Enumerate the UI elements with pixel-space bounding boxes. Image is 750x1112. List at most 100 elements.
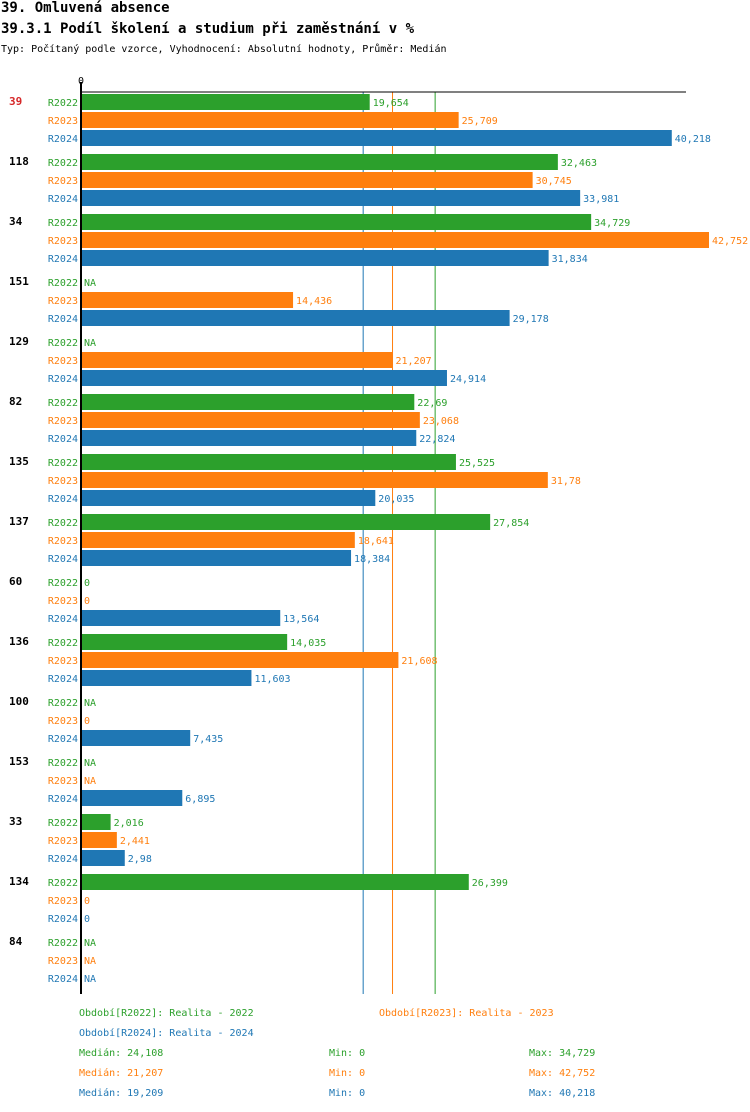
category-label: 129 <box>9 335 29 348</box>
series-label: R2023 <box>48 536 78 547</box>
series-label: R2023 <box>48 116 78 127</box>
series-label: R2022 <box>48 458 78 469</box>
data-label: NA <box>84 278 96 289</box>
data-label: 18,384 <box>354 554 390 565</box>
bar-R2024 <box>81 370 447 386</box>
series-label: R2024 <box>48 134 78 145</box>
bar-R2024 <box>81 130 672 146</box>
data-label: NA <box>84 938 96 949</box>
series-label: R2023 <box>48 656 78 667</box>
bar-R2024 <box>81 610 281 626</box>
data-label: 31,78 <box>551 476 581 487</box>
bar-R2022 <box>81 634 288 650</box>
category-label: 84 <box>9 935 23 948</box>
series-label: R2023 <box>48 596 78 607</box>
bar-R2022 <box>81 394 415 410</box>
section-title: 39. Omluvená absence <box>1 0 170 16</box>
data-label: 22,824 <box>419 434 455 445</box>
series-label: R2024 <box>48 794 78 805</box>
series-label: R2022 <box>48 818 78 829</box>
bar-R2023 <box>81 472 548 488</box>
data-label: 22,69 <box>417 398 447 409</box>
category-label: 33 <box>9 815 22 828</box>
stat-median: Medián: 21,207 <box>79 1068 164 1079</box>
category-label: 82 <box>9 395 22 408</box>
data-label: 0 <box>84 896 90 907</box>
data-label: 13,564 <box>283 614 319 625</box>
data-label: 25,709 <box>462 116 498 127</box>
series-label: R2022 <box>48 218 78 229</box>
legend-entry: Období[R2023]: Realita - 2023 <box>379 1008 554 1019</box>
category-label: 137 <box>9 515 29 528</box>
data-label: 40,218 <box>675 134 711 145</box>
bar-R2022 <box>81 214 592 230</box>
series-label: R2023 <box>48 416 78 427</box>
stat-min: Min: 0 <box>329 1068 366 1079</box>
legend-entry: Období[R2024]: Realita - 2024 <box>79 1028 254 1039</box>
bar-R2022 <box>81 814 111 830</box>
bar-R2024 <box>81 310 510 326</box>
data-label: 25,525 <box>459 458 495 469</box>
bar-R2024 <box>81 730 191 746</box>
data-label: 0 <box>84 914 90 925</box>
stat-max: Max: 42,752 <box>529 1068 596 1079</box>
bar-R2024 <box>81 670 252 686</box>
data-label: 30,745 <box>536 176 572 187</box>
bar-R2024 <box>81 250 549 266</box>
series-label: R2023 <box>48 776 78 787</box>
series-label: R2023 <box>48 716 78 727</box>
category-label: 118 <box>9 155 29 168</box>
data-label: 11,603 <box>254 674 290 685</box>
series-label: R2024 <box>48 194 78 205</box>
series-label: R2022 <box>48 338 78 349</box>
series-label: R2024 <box>48 674 78 685</box>
bar-R2022 <box>81 94 370 110</box>
category-label: 136 <box>9 635 29 648</box>
series-label: R2023 <box>48 896 78 907</box>
bar-R2022 <box>81 514 491 530</box>
category-label: 39 <box>9 95 22 108</box>
chart-title: 39.3.1 Podíl školení a studium při zaměs… <box>1 21 415 37</box>
series-label: R2023 <box>48 476 78 487</box>
data-label: 19,654 <box>373 98 409 109</box>
category-label: 135 <box>9 455 29 468</box>
series-label: R2024 <box>48 494 78 505</box>
series-label: R2022 <box>48 158 78 169</box>
series-label: R2022 <box>48 98 78 109</box>
data-label: 26,399 <box>472 878 508 889</box>
bar-R2024 <box>81 490 376 506</box>
series-label: R2024 <box>48 614 78 625</box>
data-label: 6,895 <box>185 794 215 805</box>
data-label: 2,98 <box>128 854 152 865</box>
series-label: R2022 <box>48 638 78 649</box>
bar-R2023 <box>81 352 393 368</box>
series-label: R2023 <box>48 356 78 367</box>
data-label: 23,068 <box>423 416 459 427</box>
data-label: 27,854 <box>493 518 529 529</box>
legend-entry: Období[R2022]: Realita - 2022 <box>79 1008 254 1019</box>
series-label: R2022 <box>48 878 78 889</box>
series-label: R2023 <box>48 176 78 187</box>
series-label: R2022 <box>48 578 78 589</box>
data-label: 21,608 <box>401 656 437 667</box>
series-label: R2022 <box>48 278 78 289</box>
bar-R2022 <box>81 454 456 470</box>
bar-R2024 <box>81 190 581 206</box>
category-label: 100 <box>9 695 29 708</box>
series-label: R2024 <box>48 254 78 265</box>
bar-R2024 <box>81 430 417 446</box>
stat-min: Min: 0 <box>329 1048 366 1059</box>
stat-min: Min: 0 <box>329 1088 366 1099</box>
series-label: R2024 <box>48 434 78 445</box>
series-label: R2022 <box>48 398 78 409</box>
data-label: NA <box>84 956 96 967</box>
stat-median: Medián: 19,209 <box>79 1088 164 1099</box>
data-label: 24,914 <box>450 374 486 385</box>
bar-R2023 <box>81 172 533 188</box>
data-label: 14,035 <box>290 638 326 649</box>
data-label: 2,441 <box>120 836 150 847</box>
series-label: R2023 <box>48 956 78 967</box>
series-label: R2022 <box>48 758 78 769</box>
category-label: 151 <box>9 275 29 288</box>
